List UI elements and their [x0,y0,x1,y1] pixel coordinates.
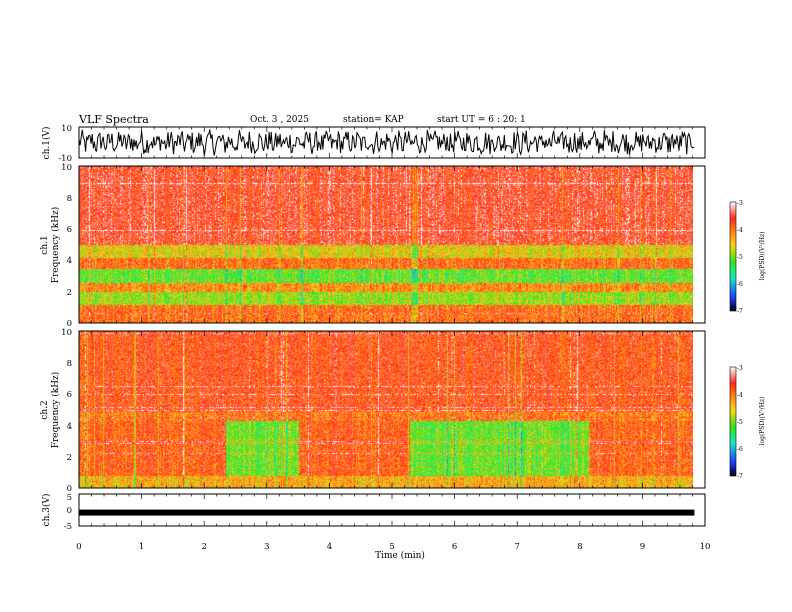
ch1-ytick-bottom: -10 [58,154,72,164]
xtick-0: 0 [76,542,81,552]
ch3-ytick-bottom: -5 [64,522,72,532]
ch2-freq-tick-8: 8 [67,359,72,369]
ch1-spectrogram-image [79,166,693,323]
ch1-spectrogram-panel: 0 2 4 6 8 10 ch.1 Frequency (kHz) [40,163,706,329]
ch2-colorbar-tick-m3: -3 [737,365,743,372]
ch1-colorbar-tick-m3: -3 [737,200,743,207]
ch2-freq-tick-10: 10 [61,328,72,338]
ch1-colorbar-label: log(PSD)(V²/Hz) [759,232,766,281]
xtick-1: 1 [139,542,144,552]
ch1-colorbar-tick-m4: -4 [737,227,743,234]
ch2-colorbar-label: log(PSD)(V²/Hz) [759,397,766,446]
ch2-freq-tick-2: 2 [67,453,72,463]
ch2-spectrogram-panel: 0 2 4 6 8 10 ch.2 Frequency (kHz) [40,328,706,494]
ch1-freq-tick-4: 4 [67,256,72,266]
xtick-2: 2 [201,542,206,552]
ch1-spectrogram-ticks [78,166,706,323]
ch2-colorbar-tick-m4: -4 [737,392,743,399]
ch1-frequency-label: Frequency (kHz) [50,207,61,284]
ch2-spectrogram-image [79,331,693,488]
ch2-freq-tick-6: 6 [67,390,72,400]
xtick-5: 5 [389,542,394,552]
ch1-freq-tick-10: 10 [61,163,72,173]
ch3-waveform-ylabel: ch.3(V) [41,494,52,527]
ch1-freq-tick-2: 2 [67,288,72,298]
ch1-colorbar-bar [729,201,737,312]
ch1-colorbar-tick-m5: -5 [737,254,743,261]
ch1-colorbar-tick-m6: -6 [737,281,743,288]
x-axis: 0 1 2 3 4 5 6 7 8 9 10 Time (min) [76,542,710,561]
ch1-waveform-ticks [78,127,706,158]
ch2-frequency-label: Frequency (kHz) [50,372,61,449]
ch1-freq-tick-6: 6 [67,225,72,235]
x-axis-label: Time (min) [375,550,425,561]
ch1-spectrogram-ylabel: ch.1 [40,235,50,254]
ch1-colorbar: -3 -4 -5 -6 -7 log(PSD)(V²/Hz) [729,200,766,315]
ch1-ytick-top: 10 [61,124,72,134]
ch1-waveform-trace [78,129,695,157]
ch2-spectrogram-ylabel: ch.2 [40,400,50,419]
ch3-waveform-trace [79,509,695,516]
ch2-colorbar-bar [729,366,737,477]
ch1-spectrogram-image-holder [79,166,693,323]
xtick-9: 9 [640,542,645,552]
ch2-spectrogram-ticks [78,331,706,488]
ch2-freq-tick-0: 0 [67,484,72,494]
ch3-waveform-panel: 5 0 -5 ch.3(V) [41,493,706,532]
xtick-10: 10 [700,542,711,552]
ch3-waveform-ticks [78,494,706,526]
ch2-colorbar-tick-m6: -6 [737,446,743,453]
ch1-colorbar-tick-m7: -7 [737,308,743,315]
ch2-colorbar: -3 -4 -5 -6 -7 log(PSD)(V²/Hz) [729,365,766,480]
header-start-time: start UT = 6 : 20: 1 [437,115,526,125]
xtick-6: 6 [452,542,457,552]
xtick-7: 7 [514,542,519,552]
ch1-waveform-ylabel: ch.1(V) [41,127,52,160]
ch2-colorbar-tick-m7: -7 [737,473,743,480]
ch2-freq-tick-4: 4 [67,422,72,432]
ch2-spectrogram-image-holder [79,331,693,488]
header-date: Oct. 3 , 2025 [250,115,309,125]
figure-title: VLF Spectra [78,113,149,126]
ch1-freq-tick-0: 0 [67,319,72,329]
ch3-ytick-mid: 0 [67,506,72,516]
xtick-3: 3 [264,542,269,552]
xtick-4: 4 [327,542,332,552]
ch3-ytick-top: 5 [67,493,72,503]
ch2-colorbar-tick-m5: -5 [737,419,743,426]
ch1-waveform-panel: 10 -10 ch.1(V) [41,124,706,164]
xtick-8: 8 [577,542,582,552]
header-station: station= KAP [343,115,404,125]
ch1-freq-tick-8: 8 [67,194,72,204]
